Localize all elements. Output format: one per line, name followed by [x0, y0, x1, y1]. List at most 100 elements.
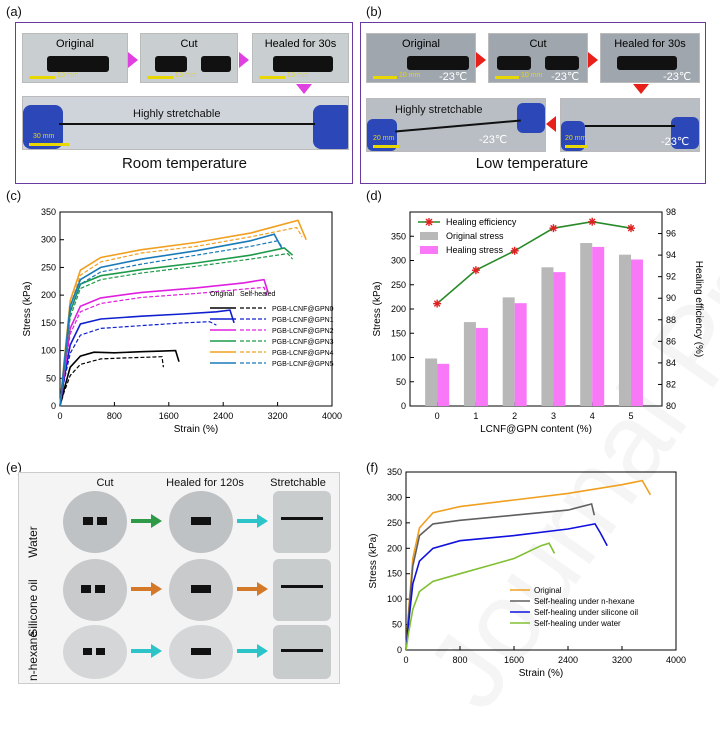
x-tick-label: 0: [57, 411, 62, 421]
sample-strip: [617, 56, 677, 70]
y-tick-label: 300: [391, 256, 406, 266]
legend-label: PGB-LCNF@GPN5: [272, 361, 334, 368]
bar-healing-stress: [437, 363, 450, 406]
caption-room-temperature: Room temperature: [121, 155, 248, 172]
y2-tick-label: 92: [666, 272, 676, 282]
x-axis-label: LCNF@GPN content (%): [480, 424, 592, 435]
sample-strip: [47, 56, 109, 72]
series-healed-line: [59, 252, 294, 407]
photo-b-stretch-right: 20 mm -23℃: [560, 98, 700, 152]
sample-piece: [201, 56, 231, 72]
panel-a-frame: [15, 22, 353, 184]
photo-a-original: Original 10 mm: [22, 33, 128, 83]
legend-label: Self-healing under n-hexane: [534, 597, 635, 606]
stretched-sample: [395, 119, 521, 133]
photo-b-stretch-left: Highly stretchable 20 mm -23℃: [366, 98, 546, 152]
arrow-right-icon: [131, 582, 162, 596]
legend-header-original: Original: [210, 291, 235, 298]
bar-original-stress: [580, 243, 593, 406]
x-tick-label: 0: [435, 411, 440, 421]
y-tick-label: 100: [391, 353, 406, 363]
y-tick-label: 0: [51, 401, 56, 411]
photo-stretch: [273, 491, 331, 553]
legend-label: PGB-LCNF@GPN4: [272, 350, 334, 357]
y-tick-label: 50: [46, 373, 56, 383]
y-tick-label: 200: [391, 304, 406, 314]
arrow-right-icon: [237, 514, 268, 528]
x-tick-label: 1600: [504, 655, 524, 665]
series-line: [405, 523, 608, 651]
legend-label: Healing stress: [446, 245, 504, 255]
series-original-line: [59, 278, 269, 407]
y-axis-label: Stress (kPa): [22, 281, 33, 336]
y-tick-label: 150: [41, 318, 56, 328]
bar-healing-stress: [514, 303, 527, 406]
x-tick-label: 3: [551, 411, 556, 421]
x-tick-label: 1600: [159, 411, 179, 421]
scale-bar: [373, 76, 397, 79]
y2-tick-label: 82: [666, 379, 676, 389]
series-original-line: [59, 309, 235, 407]
y-tick-label: 300: [41, 235, 56, 245]
bar-healing-stress: [475, 327, 488, 406]
caption-low-temperature: Low temperature: [475, 155, 589, 172]
y-tick-label: 50: [396, 377, 406, 387]
x-tick-label: 3200: [612, 655, 632, 665]
sample-strip: [191, 517, 211, 525]
x-tick-label: 800: [452, 655, 467, 665]
y-tick-label: 100: [41, 346, 56, 356]
arrow-down-icon: [633, 84, 649, 94]
efficiency-marker: [471, 266, 480, 275]
efficiency-line: [436, 220, 632, 305]
photo-stretch: [273, 559, 331, 621]
y2-tick-label: 96: [666, 229, 676, 239]
y-tick-label: 100: [387, 594, 402, 604]
photo-b-healed: Healed for 30s -23℃: [600, 33, 700, 83]
photo-stretch: [273, 625, 331, 679]
dish: [63, 491, 127, 553]
y2-tick-label: 98: [666, 207, 676, 217]
chart-f: 0 50 100 150 200 250 300 350 Stress (kPa) Strain …: [368, 467, 686, 679]
x-axis-label: Strain (%): [174, 424, 218, 435]
legend-label: PGB-LCNF@GPN0: [272, 306, 334, 313]
legend-label: PGB-LCNF@GPN2: [272, 328, 334, 335]
y-axis-label: Stress (kPa): [368, 533, 379, 588]
stretched-sample: [281, 585, 323, 588]
y-axis-label: Stress (kPa): [372, 281, 383, 336]
arrow-right-icon: [131, 644, 162, 658]
legend-swatch-original: [420, 232, 438, 240]
stretched-sample: [281, 517, 323, 520]
x-axis-label: Strain (%): [519, 668, 563, 679]
series-healed-line: [59, 226, 303, 407]
glove-right: [313, 105, 348, 149]
plot-frame: [59, 211, 333, 407]
y-tick-label: 200: [41, 290, 56, 300]
stretched-sample: [585, 125, 675, 127]
stretched-sample: [59, 123, 315, 125]
sample-strip: [407, 56, 469, 70]
sample-strip: [191, 585, 211, 593]
chart-c: 0 50 100 150 200 250 300 350 Stress (kPa) Strain …: [22, 207, 342, 435]
legend-label: Self-healing under water: [534, 619, 621, 628]
photo-a-healed: Healed for 30s 10 mm: [252, 33, 349, 83]
bar-healing-stress: [630, 259, 643, 406]
y-tick-label: 200: [387, 543, 402, 553]
x-tick-label: 5: [628, 411, 633, 421]
photo-a-cut: Cut 10 mm: [140, 33, 238, 83]
dish: [63, 625, 127, 679]
efficiency-marker: [510, 246, 519, 255]
scale-bar: [373, 145, 399, 148]
scale-bar: [147, 76, 173, 79]
x-tick-label: 1: [473, 411, 478, 421]
panel-e-frame: Cut Healed for 120s Stretchable Water Si…: [18, 472, 340, 684]
x-tick-label: 2400: [558, 655, 578, 665]
y-tick-label: 300: [387, 492, 402, 502]
efficiency-marker: [588, 217, 597, 226]
x-tick-label: 2400: [213, 411, 233, 421]
series-original-line: [59, 233, 283, 407]
sample-piece: [95, 585, 105, 593]
arrow-right-icon: [237, 644, 268, 658]
y2-tick-label: 86: [666, 336, 676, 346]
panel-label-c: (c): [6, 188, 22, 203]
arrow-right-icon: [588, 52, 598, 68]
